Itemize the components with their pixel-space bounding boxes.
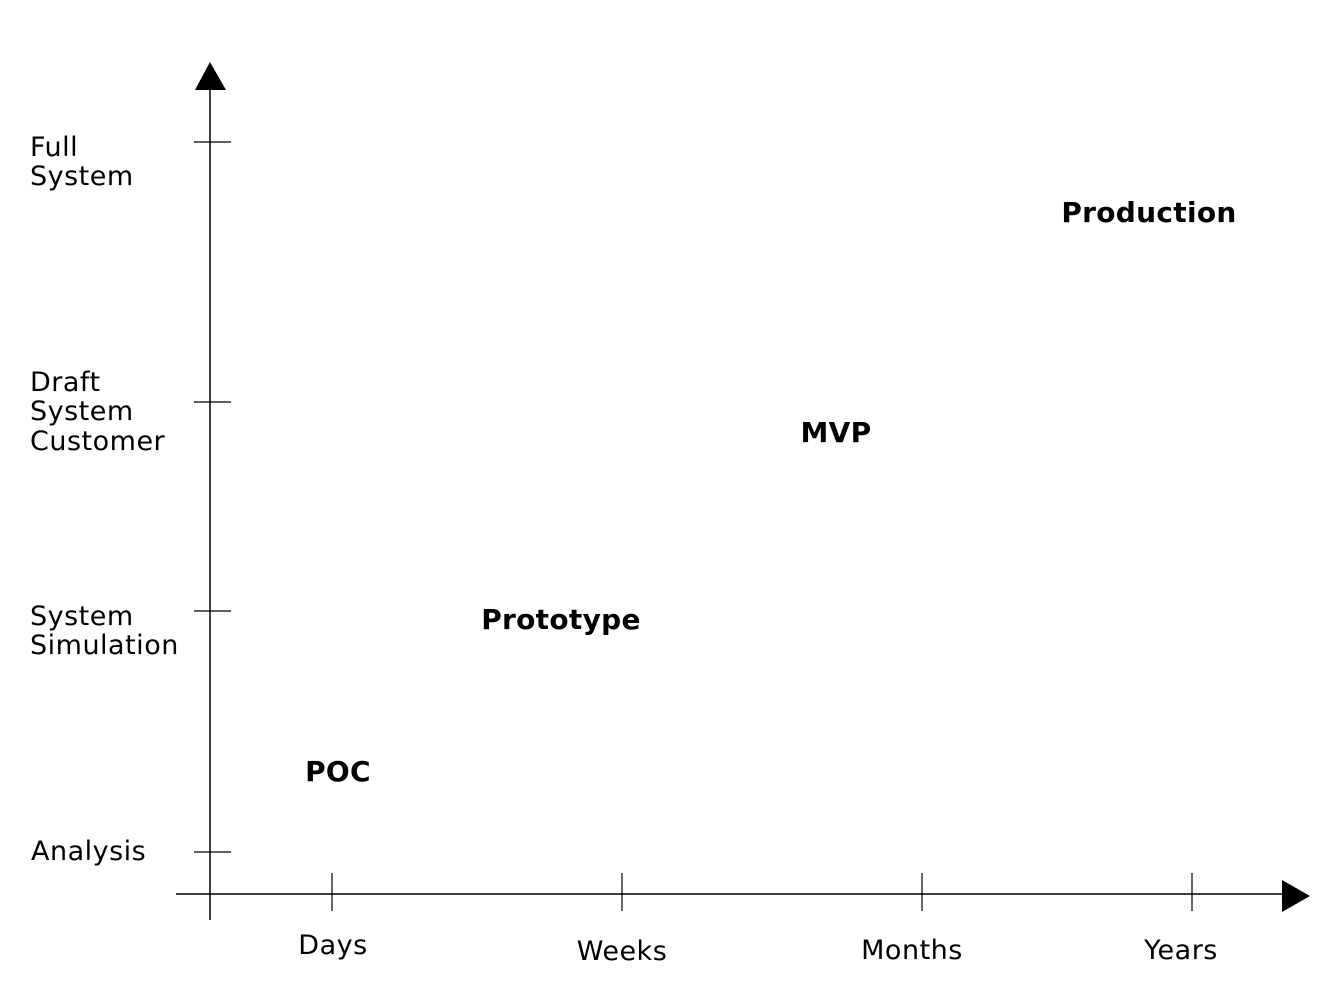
y-label-system-simulation: System Simulation — [30, 601, 179, 661]
stage-prototype: Prototype — [481, 603, 641, 636]
stage-production: Production — [1061, 196, 1236, 229]
y-label-full-system: Full System — [30, 132, 134, 192]
stage-poc: POC — [305, 755, 371, 788]
x-axis-arrowhead — [1282, 880, 1310, 912]
stage-mvp: MVP — [801, 416, 872, 449]
x-label-months: Months — [861, 935, 963, 966]
y-label-draft-system-customer: Draft System Customer — [30, 367, 166, 457]
y-axis-arrowhead — [195, 62, 226, 90]
y-label-analysis: Analysis — [31, 836, 146, 867]
x-label-weeks: Weeks — [577, 936, 668, 967]
x-label-years: Years — [1143, 935, 1218, 966]
x-label-days: Days — [298, 930, 367, 961]
